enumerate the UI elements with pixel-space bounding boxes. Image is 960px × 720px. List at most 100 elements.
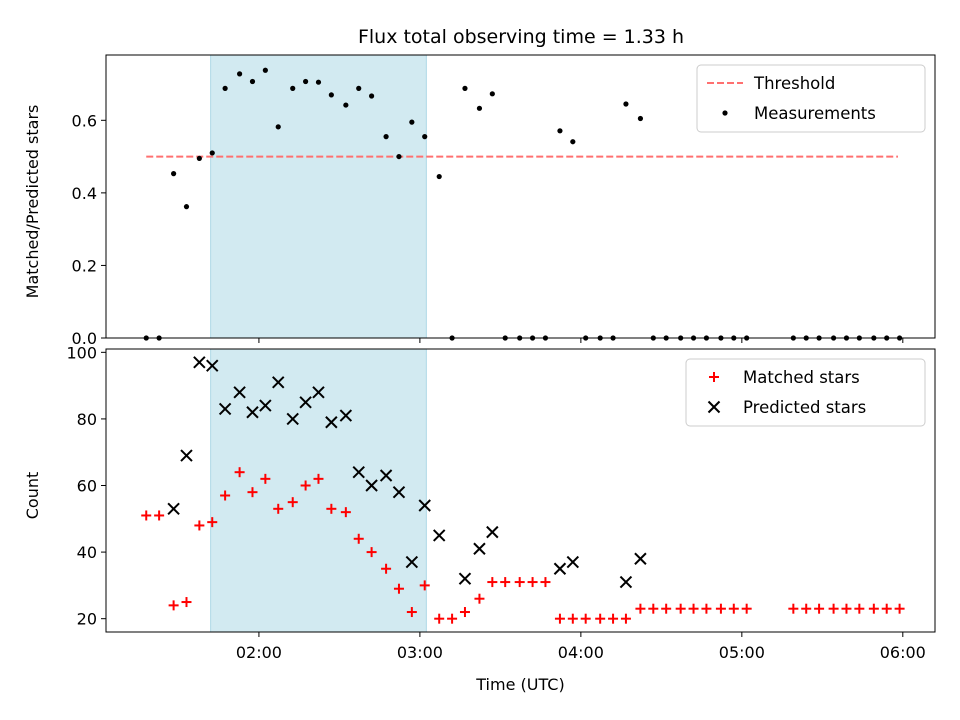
marker-stroke <box>312 386 325 399</box>
measurement-point <box>436 173 442 180</box>
matched-star-point <box>366 547 377 558</box>
legend-label: Matched stars <box>743 368 860 387</box>
matched-star-point <box>220 490 231 501</box>
marker-stroke <box>553 562 567 575</box>
marker-stroke <box>379 469 393 482</box>
measurement-point <box>171 171 177 177</box>
x-axis-label: Time (UTC) <box>475 675 564 694</box>
y-tick-label: 0.0 <box>72 329 97 348</box>
predicted-star-point <box>259 399 272 412</box>
matched-star-point <box>567 613 578 624</box>
measurement-point <box>356 85 362 91</box>
measurement-point <box>489 91 495 97</box>
x-tick-label: 05:00 <box>719 643 765 662</box>
predicted-star-point <box>352 465 365 479</box>
predicted-star-point <box>206 359 219 372</box>
measurement-point <box>570 139 576 145</box>
matched-star-point <box>300 480 311 491</box>
chart-title: Flux total observing time = 1.33 h <box>358 26 684 48</box>
predicted-star-point <box>418 499 431 512</box>
marker-stroke <box>325 416 338 429</box>
matched-star-point <box>260 473 271 484</box>
matched-star-point <box>419 580 430 591</box>
predicted-star-point <box>193 356 206 369</box>
marker-stroke <box>619 575 633 589</box>
measurement-point <box>623 101 629 107</box>
measurement-point <box>422 134 428 140</box>
matched-star-point <box>353 533 364 544</box>
matched-star-point <box>340 507 351 518</box>
matched-star-point <box>841 603 852 614</box>
marker-stroke <box>418 499 431 512</box>
x-tick-label: 03:00 <box>397 643 443 662</box>
predicted-star-point <box>218 402 232 416</box>
matched-star-point <box>273 503 284 514</box>
predicted-star-point <box>634 552 647 565</box>
matched-star-point <box>393 583 404 594</box>
measurement-point <box>328 92 334 98</box>
matched-star-point <box>894 603 905 614</box>
matched-star-point <box>635 603 646 614</box>
matched-star-point <box>828 603 839 614</box>
y-tick-label: 20 <box>77 610 97 629</box>
y-tick-label: 0.2 <box>72 256 97 275</box>
measurement-point <box>315 79 322 85</box>
matched-star-point <box>801 603 812 614</box>
marker-stroke <box>206 359 219 372</box>
axes-frame <box>105 348 936 633</box>
legend-label: Predicted stars <box>743 398 866 417</box>
matched-star-point <box>234 467 245 478</box>
matched-star-point <box>527 577 538 588</box>
measurement-point <box>476 105 483 111</box>
marker-stroke <box>634 552 647 565</box>
y-axis-label: Count <box>23 472 42 520</box>
shaded-region <box>210 54 427 339</box>
measurement-point <box>637 115 644 122</box>
predicted-star-point <box>339 409 353 422</box>
matched-star-point <box>514 577 525 588</box>
matched-star-point <box>580 613 591 624</box>
y-tick-label: 0.6 <box>72 111 97 130</box>
matched-star-point <box>881 603 892 614</box>
measurement-point <box>290 85 296 91</box>
x-tick-label: 06:00 <box>880 643 926 662</box>
marker-stroke <box>259 399 272 412</box>
x-tick-label: 04:00 <box>558 643 604 662</box>
matched-star-point <box>554 613 565 624</box>
legend-measurement-swatch <box>722 110 728 116</box>
x-tick-label: 02:00 <box>236 643 282 662</box>
predicted-star-point <box>299 396 312 409</box>
matched-star-point <box>207 517 218 528</box>
measurement-point <box>183 204 190 210</box>
matched-star-point <box>168 600 179 611</box>
predicted-star-point <box>433 529 446 542</box>
matched-star-point <box>406 607 417 618</box>
legend: Threshold Measurements <box>696 64 926 133</box>
matched-star-point <box>487 577 498 588</box>
marker-stroke <box>707 400 721 414</box>
matched-star-point <box>459 607 470 618</box>
predicted-star-point <box>312 386 325 399</box>
measurement-point <box>369 93 375 99</box>
marker-stroke <box>458 572 472 585</box>
marker-stroke <box>392 485 406 499</box>
matched-star-point <box>154 510 165 521</box>
legend-label: Threshold <box>753 74 835 93</box>
marker-stroke <box>566 555 580 569</box>
marker-stroke <box>405 555 419 569</box>
legend-box <box>685 358 926 427</box>
measurement-point <box>222 85 228 91</box>
matched-star-point <box>868 603 879 614</box>
predicted-star-point <box>233 386 246 399</box>
measurement-point <box>409 119 415 125</box>
predicted-star-point <box>272 376 285 389</box>
measurement-point <box>196 155 202 162</box>
predicted-star-point <box>566 555 580 569</box>
y-axis-label: Matched/Predicted stars <box>23 105 42 299</box>
marker-stroke <box>272 376 285 389</box>
matched-star-point <box>434 613 445 624</box>
matched-star-point <box>648 603 659 614</box>
measurement-point <box>237 71 243 77</box>
measurement-point <box>462 85 468 91</box>
matched-star-point <box>474 593 485 604</box>
